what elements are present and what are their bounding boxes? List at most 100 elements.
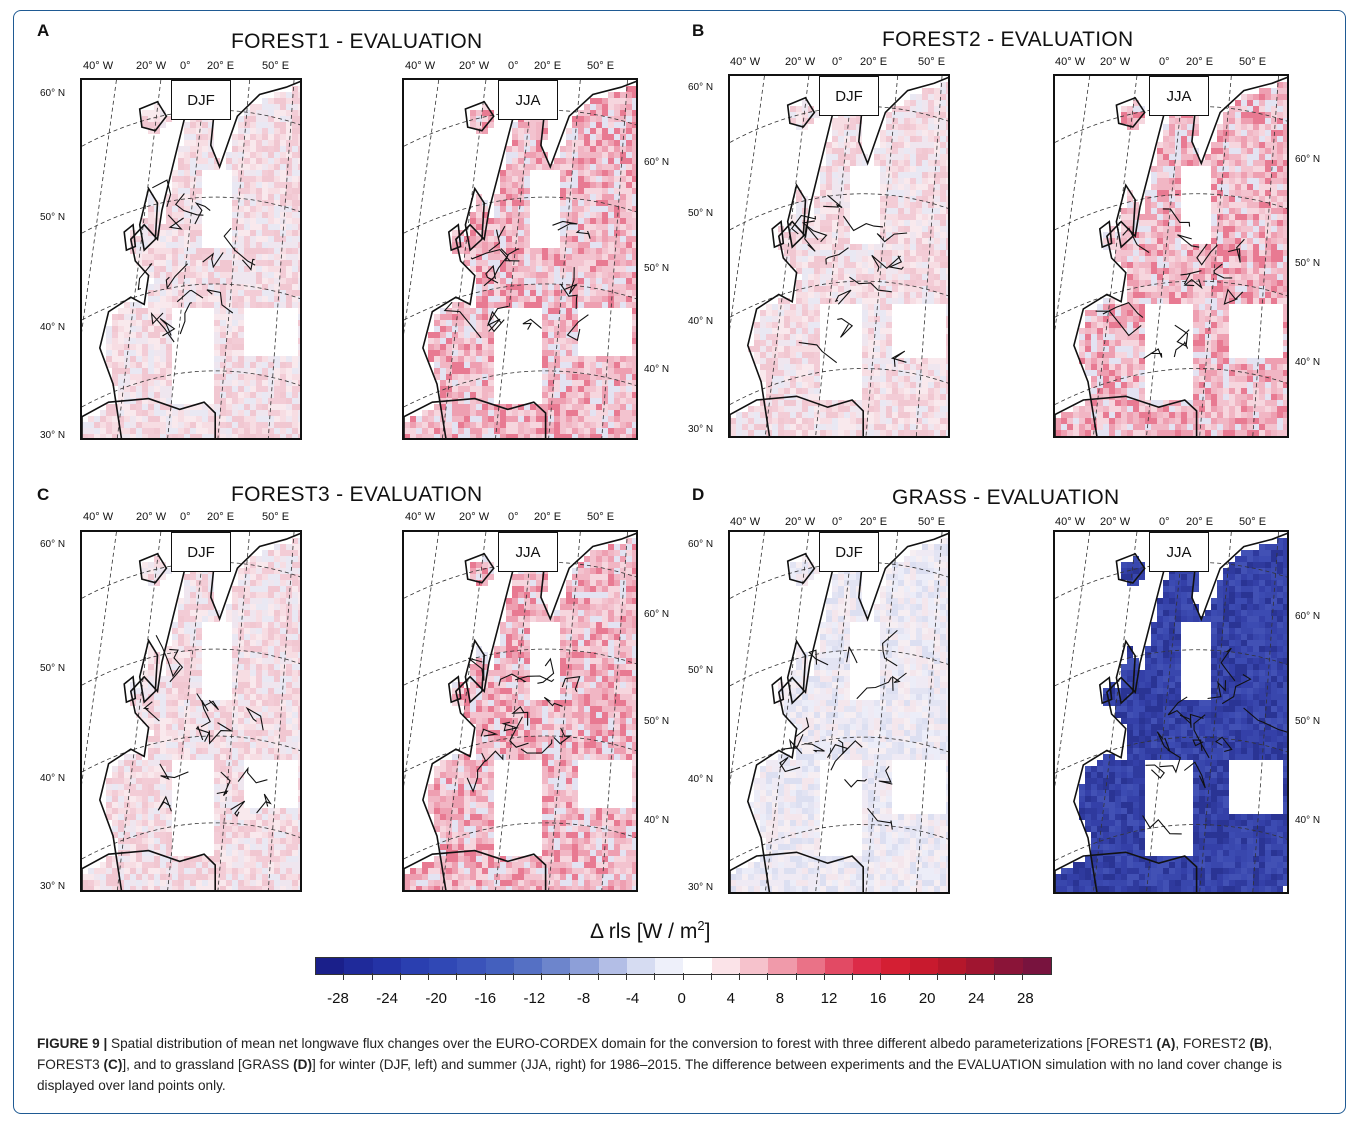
colorbar-segment — [853, 958, 882, 974]
colorbar-segment — [966, 958, 995, 974]
longitude-label: 20° E — [534, 511, 562, 523]
latitude-label: 30° N — [688, 882, 714, 893]
panel-letter-c: C — [37, 485, 50, 504]
colorbar-segment — [598, 958, 627, 974]
colorbar-tick-label: 16 — [869, 990, 887, 1007]
figure-frame — [13, 10, 1346, 1114]
colorbar-tick-label: -20 — [425, 990, 448, 1007]
colorbar-tick-label: -8 — [576, 990, 591, 1007]
map-panel-c-jja: JJA — [402, 530, 638, 892]
map-field — [730, 76, 948, 436]
colorbar-segment — [457, 958, 486, 974]
colorbar-segment — [316, 958, 345, 974]
latitude-label: 40° N — [40, 322, 66, 333]
colorbar-ticks — [315, 973, 1050, 981]
colorbar — [315, 957, 1052, 975]
colorbar-tick — [1021, 973, 1023, 980]
longitude-label: 50° E — [262, 511, 290, 523]
longitude-label: 40° W — [1055, 516, 1086, 528]
latitude-label: 50° N — [644, 263, 670, 274]
longitude-label: 50° E — [262, 60, 290, 72]
latitude-label: 40° N — [644, 815, 670, 826]
latitude-label: 60° N — [40, 88, 66, 99]
latitude-label: 50° N — [644, 716, 670, 727]
season-label: DJF — [171, 80, 231, 120]
map-panel-d-jja: JJA — [1053, 530, 1289, 894]
longitude-label: 40° W — [405, 511, 436, 523]
colorbar-segment — [1022, 958, 1051, 974]
latitude-label: 60° N — [688, 539, 714, 550]
longitude-label: 20° E — [1186, 56, 1214, 68]
latitude-label: 40° N — [688, 316, 714, 327]
longitude-label: 0° — [508, 511, 519, 523]
colorbar-tick — [767, 973, 769, 980]
panel-letter-d: D — [692, 485, 705, 504]
colorbar-tick — [965, 973, 967, 980]
colorbar-segment — [768, 958, 797, 974]
latitude-label: 40° N — [688, 774, 714, 785]
colorbar-segment — [626, 958, 656, 974]
colorbar-tick-label: 0 — [677, 990, 686, 1007]
season-label: JJA — [498, 80, 558, 120]
latitude-label: 60° N — [1295, 154, 1321, 165]
longitude-label: 50° E — [918, 56, 946, 68]
colorbar-tick-label: -4 — [625, 990, 640, 1007]
latitude-label: 40° N — [644, 364, 670, 375]
longitude-label: 0° — [1159, 516, 1170, 528]
colorbar-segment — [513, 958, 543, 974]
map-field — [404, 532, 636, 890]
colorbar-segment — [711, 958, 740, 974]
longitude-label: 0° — [832, 516, 843, 528]
longitude-label: 20° W — [136, 511, 167, 523]
longitude-label: 40° W — [83, 511, 114, 523]
map-field — [404, 80, 636, 438]
colorbar-tick — [428, 973, 430, 980]
map-panel-b-djf: DJF — [728, 74, 950, 438]
colorbar-segment — [994, 958, 1023, 974]
colorbar-tick — [993, 973, 995, 980]
longitude-label: 20° W — [785, 56, 816, 68]
longitude-label: 0° — [832, 56, 843, 68]
map-field — [1055, 532, 1287, 892]
latitude-label: 50° N — [40, 212, 66, 223]
colorbar-tick-label: 8 — [775, 990, 785, 1007]
latitude-label: 50° N — [1295, 258, 1321, 269]
colorbar-segment — [542, 958, 571, 974]
colorbar-tick — [908, 973, 910, 980]
colorbar-tick — [597, 973, 599, 980]
colorbar-tick — [371, 973, 373, 980]
colorbar-tick-label: 20 — [918, 990, 936, 1007]
colorbar-tick-label: -24 — [376, 990, 398, 1007]
latitude-label: 50° N — [1295, 716, 1321, 727]
colorbar-segment — [570, 958, 599, 974]
colorbar-tick — [823, 973, 825, 980]
longitude-label: 50° E — [1239, 516, 1267, 528]
latitude-label: 30° N — [40, 430, 66, 441]
colorbar-segment — [796, 958, 825, 974]
longitude-label: 20° W — [1100, 516, 1131, 528]
figure-caption: FIGURE 9 | Spatial distribution of mean … — [37, 1036, 1282, 1093]
colorbar-segment — [344, 958, 373, 974]
colorbar-tick — [541, 973, 543, 980]
latitude-label: 40° N — [1295, 815, 1321, 826]
colorbar-tick-label: -12 — [523, 990, 546, 1007]
colorbar-segment — [485, 958, 514, 974]
map-panel-a-djf: DJF — [80, 78, 302, 440]
colorbar-tick — [682, 973, 684, 980]
longitude-label: 40° W — [405, 60, 436, 72]
panel-title-c: FOREST3 - EVALUATION — [231, 483, 483, 506]
colorbar-tick-label: 4 — [726, 990, 735, 1007]
longitude-label: 40° W — [1055, 56, 1086, 68]
longitude-label: 20° E — [534, 60, 562, 72]
colorbar-tick — [343, 973, 345, 980]
panel-title-a: FOREST1 - EVALUATION — [231, 30, 483, 53]
longitude-label: 0° — [508, 60, 519, 72]
season-label: JJA — [1149, 532, 1209, 572]
latitude-label: 30° N — [40, 881, 66, 892]
map-panel-a-jja: JJA — [402, 78, 638, 440]
longitude-label: 20° E — [207, 511, 235, 523]
latitude-label: 60° N — [644, 609, 670, 620]
map-field — [82, 80, 300, 438]
map-field — [730, 532, 948, 892]
longitude-label: 0° — [1159, 56, 1170, 68]
